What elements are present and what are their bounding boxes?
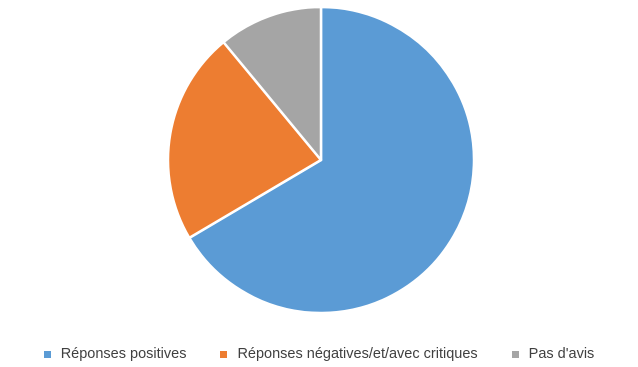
legend-item-negative: Réponses négatives/et/avec critiques — [220, 346, 478, 362]
legend-label-positive: Réponses positives — [60, 346, 187, 362]
pie-slice-positive — [188, 5, 476, 315]
legend-item-no-opinion: Pas d'avis — [511, 346, 595, 362]
pie-chart — [166, 5, 476, 315]
legend-swatch-negative — [220, 350, 228, 358]
legend-label-no-opinion: Pas d'avis — [528, 346, 595, 362]
pie-slice-negative — [166, 40, 323, 240]
legend-item-positive: Réponses positives — [43, 346, 187, 362]
pie-slice-no-opinion — [222, 5, 323, 162]
legend-swatch-no-opinion — [511, 350, 519, 358]
legend-swatch-positive — [43, 350, 51, 358]
pie-chart-area — [166, 5, 476, 315]
legend-label-negative: Réponses négatives/et/avec critiques — [237, 346, 478, 362]
chart-legend: Réponses positives Réponses négatives/et… — [0, 344, 638, 364]
